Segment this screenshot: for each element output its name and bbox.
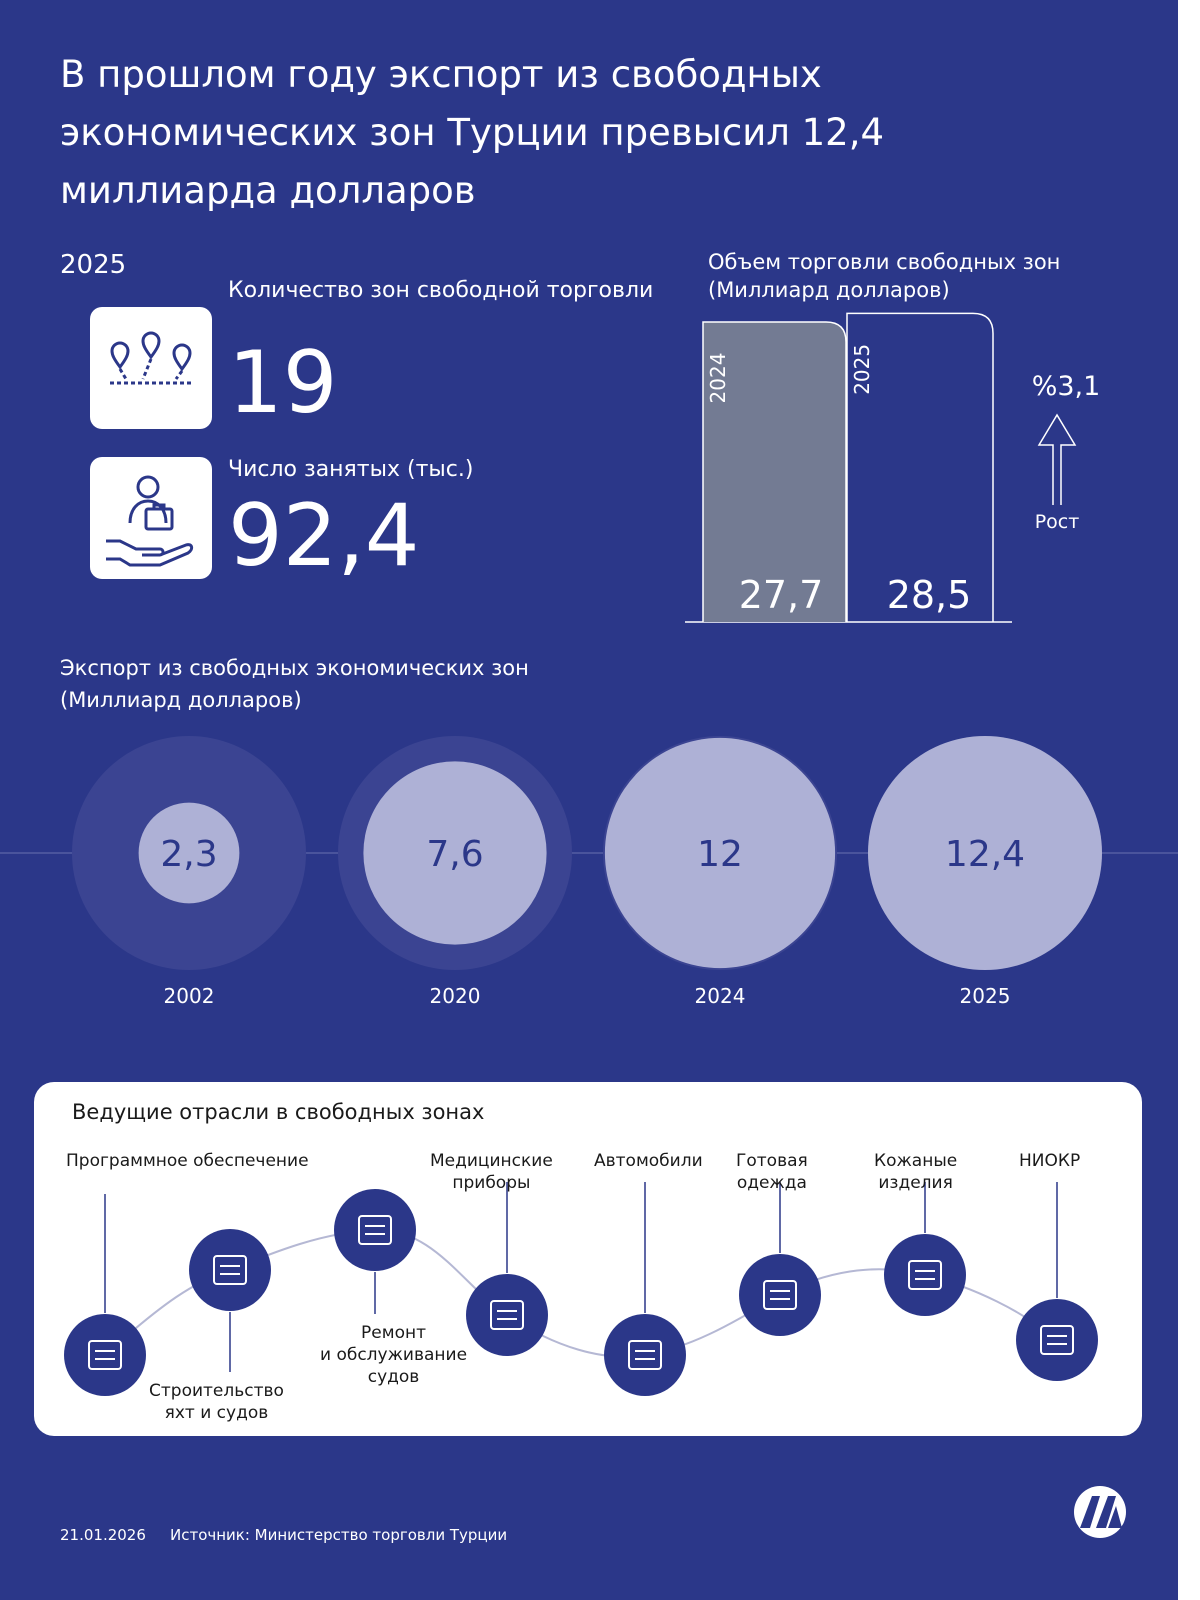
bar-category-label: 2025 bbox=[850, 344, 874, 395]
bubble-year-label: 2024 bbox=[695, 984, 746, 1008]
worker-hand-icon bbox=[90, 457, 212, 579]
export-chart-subtitle: (Миллиард долларов) bbox=[60, 688, 302, 712]
export-chart-title-block: Экспорт из свободных экономических зон (… bbox=[60, 652, 529, 716]
bubble-2025 bbox=[868, 736, 1102, 970]
map-pins-icon bbox=[90, 307, 212, 429]
leather-icon bbox=[884, 1234, 966, 1316]
bubble-2020 bbox=[363, 761, 547, 945]
sector-label: Ремонт и обслуживание судов bbox=[320, 1323, 468, 1387]
zones-count-label: Количество зон свободной торговли bbox=[228, 278, 654, 303]
employees-label: Число занятых (тыс.) bbox=[228, 457, 474, 482]
employees-value: 92,4 bbox=[228, 486, 420, 586]
sectors-timeline bbox=[64, 1182, 1098, 1396]
medical-devices-icon bbox=[466, 1274, 548, 1356]
arrow-up-icon bbox=[1037, 413, 1077, 505]
trade-bar-chart: 2024 27,7 2025 28,5 %3,1 Рост bbox=[685, 312, 1101, 623]
sector-label: Кожаные изделия bbox=[874, 1151, 958, 1193]
sectors-panel: Ведущие отрасли в свободных зонах Програ… bbox=[34, 1082, 1142, 1436]
sector-label: Медицинские приборы bbox=[430, 1151, 553, 1193]
bubble-2024 bbox=[604, 737, 836, 969]
bubble-value-label: 12 bbox=[697, 834, 743, 875]
bar-value-label: 28,5 bbox=[887, 573, 972, 617]
bar-category-label: 2024 bbox=[706, 353, 730, 404]
clothing-icon bbox=[739, 1254, 821, 1336]
bar-value-label: 27,7 bbox=[739, 573, 824, 617]
sector-label: Строительство яхт и судов bbox=[149, 1381, 284, 1423]
sector-label: Автомобили bbox=[594, 1151, 703, 1171]
ship-icon bbox=[189, 1229, 271, 1311]
sectors-title: Ведущие отрасли в свободных зонах bbox=[72, 1100, 485, 1124]
growth-value: %3,1 bbox=[1032, 371, 1101, 402]
bubble-year-label: 2002 bbox=[164, 984, 215, 1008]
sector-label: Готовая одежда bbox=[736, 1151, 808, 1193]
microscope-icon bbox=[1016, 1299, 1098, 1381]
trade-chart-title-block: Объем торговли свободных зон (Миллиард д… bbox=[708, 248, 1060, 304]
bubble-value-label: 7,6 bbox=[426, 834, 483, 875]
growth-label: Рост bbox=[1035, 511, 1080, 533]
bar-2024 bbox=[702, 321, 847, 622]
bubble-2002 bbox=[138, 802, 240, 904]
footer-source: Источник: Министерство торговли Турции bbox=[170, 1526, 508, 1544]
bar-2025 bbox=[846, 312, 994, 622]
bubble-value-label: 12,4 bbox=[945, 834, 1025, 875]
bubble-year-label: 2020 bbox=[430, 984, 481, 1008]
trade-chart-subtitle: (Миллиард долларов) bbox=[708, 278, 950, 302]
dry-dock-ship-icon bbox=[334, 1189, 416, 1271]
page-title: В прошлом году экспорт из свободных экон… bbox=[60, 53, 885, 212]
export-chart-title: Экспорт из свободных экономических зон bbox=[60, 656, 529, 680]
export-bubble-chart: 2,3 2002 7,6 2020 12 2024 12,4 2025 bbox=[0, 736, 1178, 1008]
aa-logo bbox=[1074, 1486, 1126, 1538]
software-flowchart-icon bbox=[64, 1314, 146, 1396]
bubble-year-label: 2025 bbox=[960, 984, 1011, 1008]
sector-label: Программное обеспечение bbox=[66, 1151, 309, 1171]
footer-date: 21.01.2026 bbox=[60, 1526, 146, 1544]
car-icon bbox=[604, 1314, 686, 1396]
zones-count-value: 19 bbox=[228, 333, 338, 433]
sector-label: НИОКР bbox=[1019, 1151, 1081, 1171]
year-label: 2025 bbox=[60, 250, 127, 280]
trade-chart-title: Объем торговли свободных зон bbox=[708, 250, 1061, 274]
bubble-value-label: 2,3 bbox=[160, 834, 217, 875]
